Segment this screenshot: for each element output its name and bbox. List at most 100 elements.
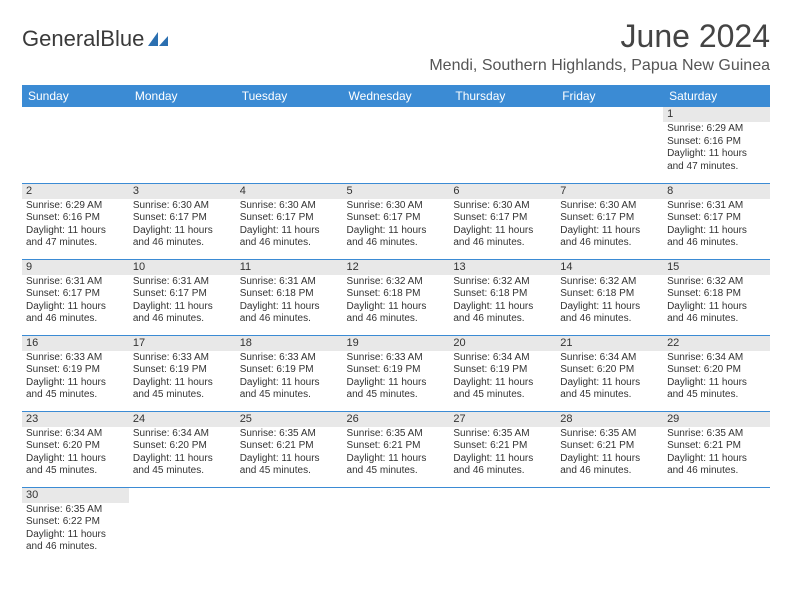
sunset-text: Sunset: 6:20 PM	[26, 440, 125, 453]
calendar-cell: 12Sunrise: 6:32 AMSunset: 6:18 PMDayligh…	[343, 259, 450, 335]
sunset-text: Sunset: 6:21 PM	[453, 440, 552, 453]
calendar-cell	[449, 487, 556, 563]
calendar-cell: 20Sunrise: 6:34 AMSunset: 6:19 PMDayligh…	[449, 335, 556, 411]
day-detail: Sunrise: 6:35 AMSunset: 6:21 PMDaylight:…	[556, 427, 663, 481]
sunrise-text: Sunrise: 6:35 AM	[26, 504, 125, 517]
day-number: 11	[236, 260, 343, 275]
calendar-cell	[343, 487, 450, 563]
daylight-text: Daylight: 11 hours and 45 minutes.	[347, 453, 446, 478]
day-number: 23	[22, 412, 129, 427]
daylight-text: Daylight: 11 hours and 46 minutes.	[347, 225, 446, 250]
calendar-cell: 7Sunrise: 6:30 AMSunset: 6:17 PMDaylight…	[556, 183, 663, 259]
daylight-text: Daylight: 11 hours and 46 minutes.	[560, 301, 659, 326]
sunrise-text: Sunrise: 6:33 AM	[133, 352, 232, 365]
sunset-text: Sunset: 6:16 PM	[26, 212, 125, 225]
day-header: Friday	[556, 85, 663, 107]
day-detail: Sunrise: 6:34 AMSunset: 6:20 PMDaylight:…	[22, 427, 129, 481]
sunrise-text: Sunrise: 6:34 AM	[560, 352, 659, 365]
day-number: 4	[236, 184, 343, 199]
sunset-text: Sunset: 6:19 PM	[453, 364, 552, 377]
sunset-text: Sunset: 6:21 PM	[240, 440, 339, 453]
day-detail: Sunrise: 6:35 AMSunset: 6:21 PMDaylight:…	[449, 427, 556, 481]
sunset-text: Sunset: 6:17 PM	[667, 212, 766, 225]
sunset-text: Sunset: 6:17 PM	[347, 212, 446, 225]
day-detail: Sunrise: 6:35 AMSunset: 6:22 PMDaylight:…	[22, 503, 129, 557]
day-detail: Sunrise: 6:33 AMSunset: 6:19 PMDaylight:…	[22, 351, 129, 405]
sunrise-text: Sunrise: 6:30 AM	[133, 200, 232, 213]
sunset-text: Sunset: 6:21 PM	[347, 440, 446, 453]
day-number: 29	[663, 412, 770, 427]
header: GeneralBlue June 2024 Mendi, Southern Hi…	[22, 18, 770, 81]
sunset-text: Sunset: 6:17 PM	[133, 212, 232, 225]
daylight-text: Daylight: 11 hours and 45 minutes.	[453, 377, 552, 402]
calendar-cell	[663, 487, 770, 563]
day-detail: Sunrise: 6:35 AMSunset: 6:21 PMDaylight:…	[663, 427, 770, 481]
sunset-text: Sunset: 6:17 PM	[453, 212, 552, 225]
day-detail: Sunrise: 6:32 AMSunset: 6:18 PMDaylight:…	[343, 275, 450, 329]
day-number: 1	[663, 107, 770, 122]
sunset-text: Sunset: 6:18 PM	[347, 288, 446, 301]
sunset-text: Sunset: 6:19 PM	[240, 364, 339, 377]
sunrise-text: Sunrise: 6:34 AM	[453, 352, 552, 365]
calendar-cell	[236, 487, 343, 563]
sunset-text: Sunset: 6:21 PM	[560, 440, 659, 453]
day-number: 16	[22, 336, 129, 351]
sunrise-text: Sunrise: 6:30 AM	[240, 200, 339, 213]
day-detail: Sunrise: 6:32 AMSunset: 6:18 PMDaylight:…	[449, 275, 556, 329]
day-detail: Sunrise: 6:32 AMSunset: 6:18 PMDaylight:…	[556, 275, 663, 329]
calendar-row: 1Sunrise: 6:29 AMSunset: 6:16 PMDaylight…	[22, 107, 770, 183]
calendar-cell: 26Sunrise: 6:35 AMSunset: 6:21 PMDayligh…	[343, 411, 450, 487]
calendar-cell: 1Sunrise: 6:29 AMSunset: 6:16 PMDaylight…	[663, 107, 770, 183]
sunset-text: Sunset: 6:21 PM	[667, 440, 766, 453]
sunrise-text: Sunrise: 6:31 AM	[26, 276, 125, 289]
sunset-text: Sunset: 6:20 PM	[560, 364, 659, 377]
day-detail: Sunrise: 6:34 AMSunset: 6:20 PMDaylight:…	[129, 427, 236, 481]
sunrise-text: Sunrise: 6:30 AM	[560, 200, 659, 213]
daylight-text: Daylight: 11 hours and 45 minutes.	[26, 453, 125, 478]
day-detail: Sunrise: 6:35 AMSunset: 6:21 PMDaylight:…	[343, 427, 450, 481]
calendar-cell: 14Sunrise: 6:32 AMSunset: 6:18 PMDayligh…	[556, 259, 663, 335]
calendar-cell: 9Sunrise: 6:31 AMSunset: 6:17 PMDaylight…	[22, 259, 129, 335]
sunrise-text: Sunrise: 6:32 AM	[347, 276, 446, 289]
daylight-text: Daylight: 11 hours and 46 minutes.	[133, 301, 232, 326]
sunset-text: Sunset: 6:19 PM	[347, 364, 446, 377]
sunset-text: Sunset: 6:20 PM	[667, 364, 766, 377]
daylight-text: Daylight: 11 hours and 46 minutes.	[667, 301, 766, 326]
calendar-cell: 18Sunrise: 6:33 AMSunset: 6:19 PMDayligh…	[236, 335, 343, 411]
day-number: 21	[556, 336, 663, 351]
sunset-text: Sunset: 6:18 PM	[667, 288, 766, 301]
day-detail: Sunrise: 6:29 AMSunset: 6:16 PMDaylight:…	[22, 199, 129, 253]
sunrise-text: Sunrise: 6:30 AM	[347, 200, 446, 213]
sunrise-text: Sunrise: 6:35 AM	[240, 428, 339, 441]
daylight-text: Daylight: 11 hours and 45 minutes.	[240, 453, 339, 478]
month-title: June 2024	[429, 18, 770, 55]
day-number: 15	[663, 260, 770, 275]
sunset-text: Sunset: 6:22 PM	[26, 516, 125, 529]
day-number: 14	[556, 260, 663, 275]
daylight-text: Daylight: 11 hours and 46 minutes.	[240, 301, 339, 326]
calendar-cell: 4Sunrise: 6:30 AMSunset: 6:17 PMDaylight…	[236, 183, 343, 259]
sunrise-text: Sunrise: 6:32 AM	[667, 276, 766, 289]
title-block: June 2024 Mendi, Southern Highlands, Pap…	[429, 18, 770, 81]
calendar-cell: 22Sunrise: 6:34 AMSunset: 6:20 PMDayligh…	[663, 335, 770, 411]
day-number: 24	[129, 412, 236, 427]
calendar-cell: 21Sunrise: 6:34 AMSunset: 6:20 PMDayligh…	[556, 335, 663, 411]
calendar-row: 2Sunrise: 6:29 AMSunset: 6:16 PMDaylight…	[22, 183, 770, 259]
calendar-cell: 15Sunrise: 6:32 AMSunset: 6:18 PMDayligh…	[663, 259, 770, 335]
day-number: 26	[343, 412, 450, 427]
calendar-cell	[22, 107, 129, 183]
day-number: 3	[129, 184, 236, 199]
sunrise-text: Sunrise: 6:29 AM	[26, 200, 125, 213]
calendar-row: 30Sunrise: 6:35 AMSunset: 6:22 PMDayligh…	[22, 487, 770, 563]
day-number: 10	[129, 260, 236, 275]
day-detail: Sunrise: 6:31 AMSunset: 6:17 PMDaylight:…	[663, 199, 770, 253]
day-header: Sunday	[22, 85, 129, 107]
sunset-text: Sunset: 6:17 PM	[560, 212, 659, 225]
location-subtitle: Mendi, Southern Highlands, Papua New Gui…	[429, 57, 770, 75]
sunrise-text: Sunrise: 6:34 AM	[133, 428, 232, 441]
day-header: Thursday	[449, 85, 556, 107]
daylight-text: Daylight: 11 hours and 45 minutes.	[347, 377, 446, 402]
sunset-text: Sunset: 6:20 PM	[133, 440, 232, 453]
calendar-cell	[129, 107, 236, 183]
daylight-text: Daylight: 11 hours and 46 minutes.	[453, 301, 552, 326]
